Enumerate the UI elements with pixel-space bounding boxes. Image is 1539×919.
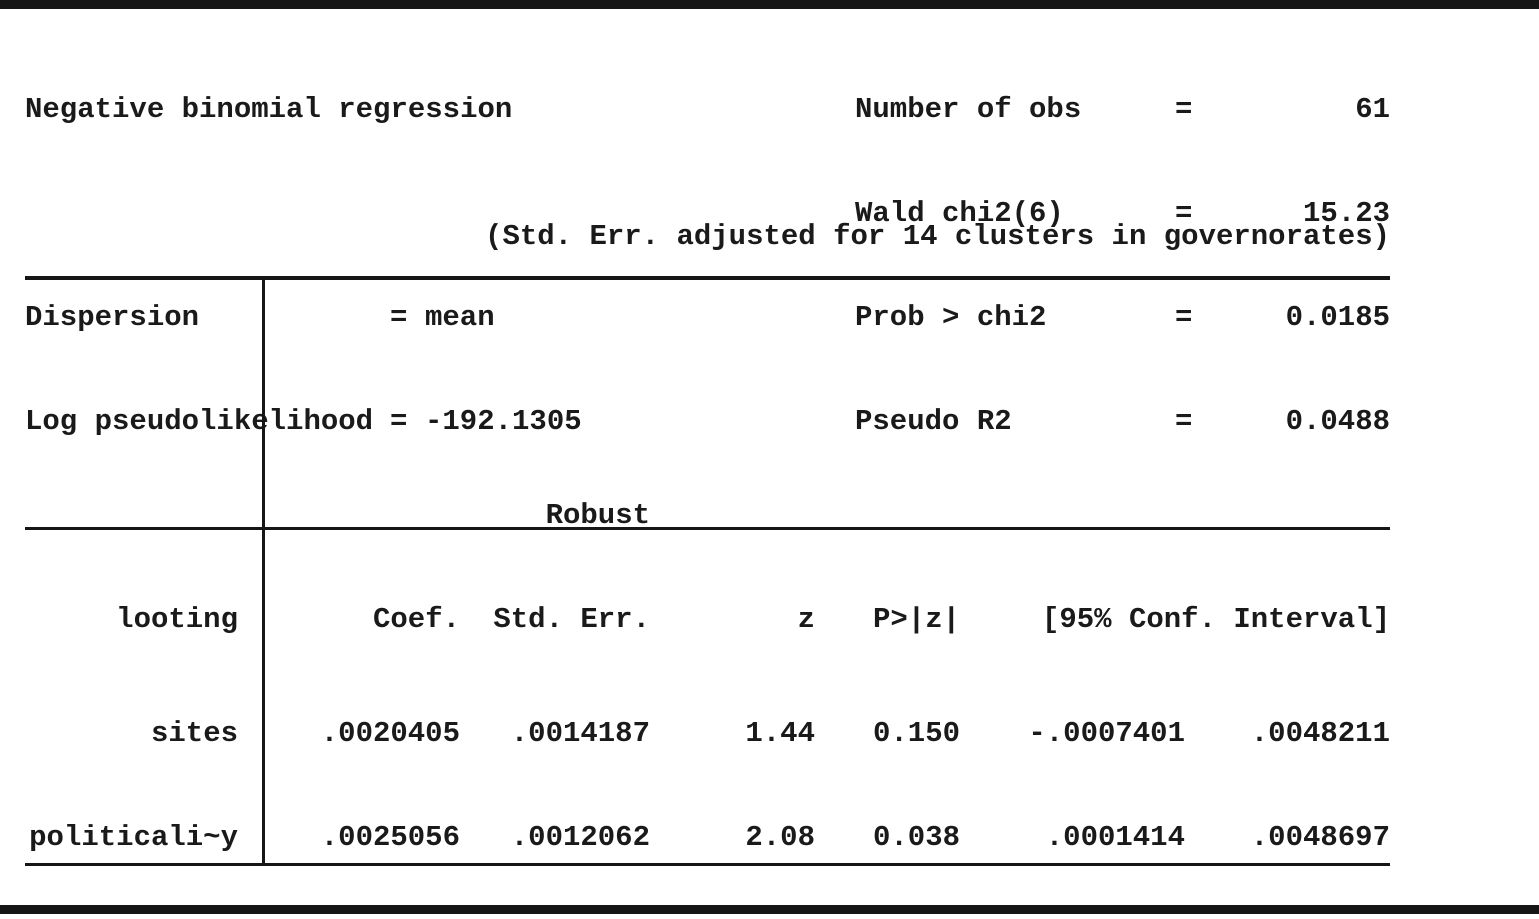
model-summary-header: Negative binomial regression Number of o… [25,25,1390,507]
figure-bottom-border [0,905,1539,914]
header-row-4: Log pseudolikelihood = -192.1305 Pseudo … [25,403,1390,441]
stat-value: 0.0488 [1285,405,1390,438]
cell-coef: .0025056 [320,821,460,854]
table-row: politicali~y .0025056 .0012062 2.08 0.03… [25,819,1390,857]
cell-ci-high: .0048211 [1250,717,1390,750]
col-header-std-err: Std. Err. [493,603,650,636]
regression-table: Robust looting Coef. Std. Err. z P>|z| [… [25,276,1390,866]
stat-equals: = [1175,301,1193,334]
table-header: Robust looting Coef. Std. Err. z P>|z| [… [25,412,1390,636]
stat-dispersion: Dispersion = mean [25,299,855,337]
cluster-adjustment-note: (Std. Err. adjusted for 14 clusters in g… [485,220,1390,253]
cell-z: 2.08 [745,821,815,854]
figure-top-border [0,0,1539,9]
table-row: sites .0020405 .0014187 1.44 0.150 -.000… [25,715,1390,753]
cell-ci-low: -.0007401 [1028,717,1185,750]
stat-number-of-obs: Number of obs = 61 [855,91,1390,129]
model-title: Negative binomial regression [25,93,513,126]
stat-label: Pseudo R2 [855,405,1012,438]
row-variable: politicali~y [29,821,238,854]
col-header-conf-interval: [95% Conf. Interval] [1041,603,1390,636]
stat-label: Prob > chi2 [855,301,1047,334]
stat-log-pseudolikelihood: Log pseudolikelihood = -192.1305 [25,403,855,441]
col-header-depvar: looting [116,603,238,636]
col-header-robust: Robust [545,499,650,532]
header-row-3: Dispersion = mean Prob > chi2 = 0.0185 [25,299,1390,337]
stat-label: Wald chi2(6) [855,197,1064,230]
cell-ci-high: .0048697 [1250,821,1390,854]
cell-p: 0.150 [872,717,960,750]
stat-value: 15.23 [1302,197,1390,230]
stat-pseudo-r2: Pseudo R2 = 0.0488 [855,403,1390,441]
stat-equals: = [1175,405,1193,438]
table-vertical-divider [262,280,265,863]
header-row-2: Wald chi2(6) = 15.23 [25,195,1390,233]
stat-equals: = [1175,197,1193,230]
stat-label: Number of obs [855,93,1082,126]
stat-label: Log pseudolikelihood [25,405,374,438]
table-header-robust-row: Robust [25,497,1390,535]
table-header-main-row: looting Coef. Std. Err. z P>|z| [95% Con… [25,601,1390,639]
col-header-z: z [797,603,815,636]
stat-value: 0.0185 [1285,301,1390,334]
header-row-1: Negative binomial regression Number of o… [25,91,1390,129]
stat-prob-chi2: Prob > chi2 = 0.0185 [855,299,1390,337]
cell-ci-low: .0001414 [1045,821,1185,854]
row-variable: sites [150,717,238,750]
stat-wald-chi2: Wald chi2(6) = 15.23 [855,195,1390,233]
cell-z: 1.44 [745,717,815,750]
stat-value: mean [425,301,495,334]
coefficients-section: sites .0020405 .0014187 1.44 0.150 -.000… [25,629,1390,919]
stat-equals: = [390,405,408,438]
cell-std-err: .0012062 [510,821,650,854]
col-header-p: P>|z| [872,603,960,636]
stat-label: Dispersion [25,301,200,334]
stat-value: 61 [1355,93,1390,126]
cell-std-err: .0014187 [510,717,650,750]
stat-equals: = [1175,93,1193,126]
cell-coef: .0020405 [320,717,460,750]
stat-value: -192.1305 [425,405,582,438]
col-header-coef: Coef. [372,603,460,636]
stat-equals: = [390,301,408,334]
cell-p: 0.038 [872,821,960,854]
